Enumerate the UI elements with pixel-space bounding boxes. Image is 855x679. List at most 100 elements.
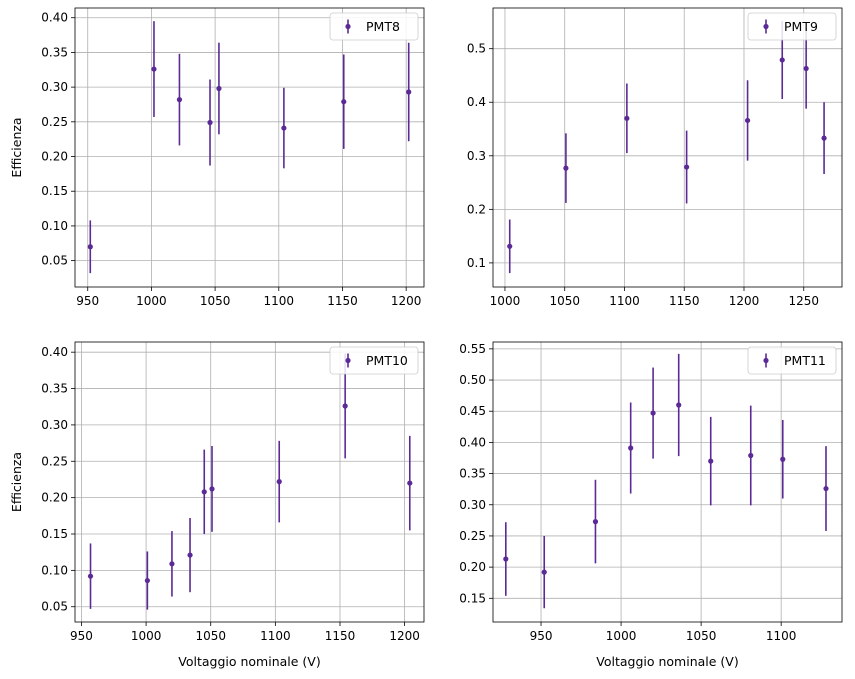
y-tick-label: 0.45 <box>459 404 486 418</box>
y-tick-label: 0.25 <box>459 529 486 543</box>
data-point <box>341 99 347 105</box>
subplot-pmt8: 950 1000 1050 1100 1150 1200 0.05 0.10 0.15 0.20 0… <box>9 7 425 308</box>
y-tick-label: 0.35 <box>459 467 486 481</box>
data-point <box>779 57 785 63</box>
y-tick-label: 0.15 <box>41 527 68 541</box>
data-point <box>151 66 157 72</box>
legend: PMT8 <box>329 12 419 41</box>
legend-label: PMT11 <box>784 353 826 368</box>
legend-box <box>329 346 419 375</box>
x-tick-label: 1100 <box>260 629 291 643</box>
data-point <box>592 518 599 525</box>
y-tick-label: 0.3 <box>467 149 486 163</box>
data-point <box>803 65 809 72</box>
y-tick-label: 0.30 <box>41 80 68 94</box>
data-point <box>176 97 183 103</box>
legend-point-marker <box>763 23 769 30</box>
legend-label: PMT8 <box>366 19 400 34</box>
x-tick-label: 1050 <box>195 629 226 643</box>
x-tick-label: 1250 <box>788 294 819 308</box>
x-tick-label: 1000 <box>131 629 162 643</box>
y-tick-label: 0.25 <box>41 454 68 468</box>
y-tick-label: 0.35 <box>41 382 68 396</box>
y-tick-label: 0.15 <box>41 184 68 198</box>
y-tick-label: 0.5 <box>467 42 486 56</box>
subplot-pmt11: 950 1000 1050 1100 0.15 0.20 0.25 0.30 0.35 0.40 0… <box>459 341 843 669</box>
data-point <box>823 485 829 492</box>
data-point <box>201 489 207 495</box>
y-tick-label: 0.20 <box>41 150 68 164</box>
x-tick-label: 1100 <box>766 629 797 643</box>
legend-box <box>747 346 837 375</box>
legend-label: PMT10 <box>366 353 408 368</box>
x-tick-label: 1100 <box>609 294 640 308</box>
data-point <box>144 577 150 584</box>
x-tick-label: 950 <box>70 629 93 643</box>
y-axis-label: Efficienza <box>9 452 24 512</box>
data-point <box>780 456 786 462</box>
data-point <box>187 552 193 558</box>
data-point <box>650 410 656 416</box>
x-tick-label: 950 <box>76 294 99 308</box>
legend-point-marker <box>345 23 351 30</box>
y-tick-label: 0.30 <box>41 418 68 432</box>
legend-point-marker <box>763 357 769 364</box>
data-point <box>216 85 222 92</box>
y-tick-label: 0.15 <box>459 591 486 605</box>
data-point <box>563 165 569 171</box>
data-point <box>276 479 282 485</box>
data-point <box>541 569 547 575</box>
y-tick-label: 0.05 <box>41 254 68 268</box>
y-tick-label: 0.30 <box>459 498 486 512</box>
axes-frame <box>492 7 843 288</box>
x-axis-label: Voltaggio nominale (V) <box>178 654 320 669</box>
y-tick-label: 0.20 <box>41 491 68 505</box>
x-tick-label: 950 <box>530 629 553 643</box>
x-tick-label: 1200 <box>389 629 420 643</box>
y-tick-label: 0.35 <box>41 45 68 59</box>
legend: PMT9 <box>747 12 837 41</box>
legend: PMT10 <box>329 346 419 375</box>
data-point <box>342 403 348 409</box>
y-tick-label: 0.50 <box>459 373 486 387</box>
legend-point-marker <box>345 357 351 364</box>
x-tick-label: 1200 <box>729 294 760 308</box>
y-tick-label: 0.1 <box>467 256 486 270</box>
y-tick-label: 0.55 <box>459 342 486 356</box>
legend-box <box>747 12 837 41</box>
y-tick-label: 0.10 <box>41 563 68 577</box>
data-point <box>406 89 412 95</box>
x-tick-label: 1000 <box>136 294 167 308</box>
y-axis-label: Efficienza <box>9 117 24 177</box>
x-tick-label: 1100 <box>264 294 295 308</box>
y-tick-label: 0.2 <box>467 202 486 216</box>
data-point <box>676 402 682 408</box>
x-tick-label: 1050 <box>200 294 231 308</box>
x-tick-label: 1000 <box>490 294 521 308</box>
data-point <box>503 556 509 562</box>
x-tick-label: 1150 <box>325 629 356 643</box>
axes-frame <box>492 341 843 623</box>
data-point <box>407 480 413 486</box>
x-tick-label: 1150 <box>669 294 700 308</box>
data-point <box>209 486 215 492</box>
data-point <box>744 117 751 124</box>
x-tick-label: 1050 <box>686 629 717 643</box>
data-point <box>87 573 94 579</box>
y-tick-label: 0.20 <box>459 560 486 574</box>
data-point <box>507 243 513 249</box>
data-point <box>748 452 754 459</box>
axes-frame <box>74 7 425 288</box>
y-tick-label: 0.40 <box>41 11 68 25</box>
data-point <box>708 458 714 464</box>
data-point <box>821 135 827 141</box>
subplot-pmt9: 1000 1050 1100 1150 1200 1250 0.1 0.2 0.3 0.4 0.5 P… <box>467 7 843 308</box>
x-axis-label: Voltaggio nominale (V) <box>596 654 738 669</box>
legend-box <box>329 12 419 41</box>
data-point <box>281 125 287 131</box>
y-tick-label: 0.40 <box>459 435 486 449</box>
data-point <box>87 244 93 250</box>
y-tick-label: 0.4 <box>467 95 486 109</box>
x-tick-label: 1200 <box>391 294 422 308</box>
